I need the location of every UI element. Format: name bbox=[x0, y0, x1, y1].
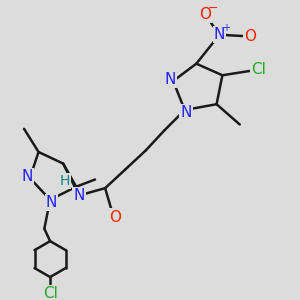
Text: O: O bbox=[109, 210, 121, 225]
Text: O: O bbox=[244, 29, 256, 44]
Text: N: N bbox=[74, 188, 85, 203]
Text: N: N bbox=[181, 105, 192, 120]
Text: +: + bbox=[222, 23, 230, 33]
Text: Cl: Cl bbox=[251, 62, 266, 77]
Text: N: N bbox=[165, 72, 176, 87]
Text: N: N bbox=[21, 169, 33, 184]
Text: Cl: Cl bbox=[43, 286, 58, 300]
Text: N: N bbox=[46, 195, 57, 210]
Text: H: H bbox=[59, 174, 70, 188]
Text: O: O bbox=[199, 7, 211, 22]
Text: N: N bbox=[214, 27, 225, 42]
Text: −: − bbox=[208, 2, 218, 15]
